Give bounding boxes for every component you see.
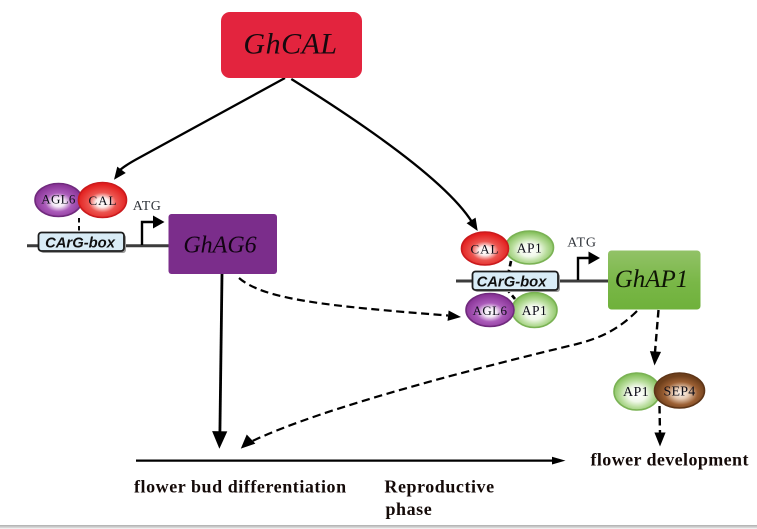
svg-text:flower bud differentiation: flower bud differentiation	[134, 476, 347, 496]
svg-text:AP1: AP1	[623, 385, 649, 400]
svg-text:CArG-box: CArG-box	[477, 275, 548, 291]
svg-text:Reproductive: Reproductive	[384, 476, 494, 496]
svg-text:SEP4: SEP4	[664, 385, 696, 400]
svg-text:GhCAL: GhCAL	[243, 28, 337, 61]
svg-text:ATG: ATG	[567, 236, 597, 251]
svg-text:AP1: AP1	[517, 240, 543, 255]
svg-text:AGL6: AGL6	[41, 192, 76, 207]
svg-text:CAL: CAL	[89, 193, 118, 208]
svg-text:CArG-box: CArG-box	[45, 235, 116, 251]
svg-text:GhAP1: GhAP1	[615, 266, 689, 293]
svg-text:AP1: AP1	[522, 303, 548, 318]
svg-text:flower development: flower development	[591, 449, 749, 469]
svg-text:AGL6: AGL6	[473, 303, 508, 318]
svg-text:phase: phase	[386, 499, 433, 519]
svg-text:GhAG6: GhAG6	[183, 233, 256, 259]
svg-text:CAL: CAL	[471, 242, 500, 257]
svg-text:ATG: ATG	[133, 199, 161, 214]
